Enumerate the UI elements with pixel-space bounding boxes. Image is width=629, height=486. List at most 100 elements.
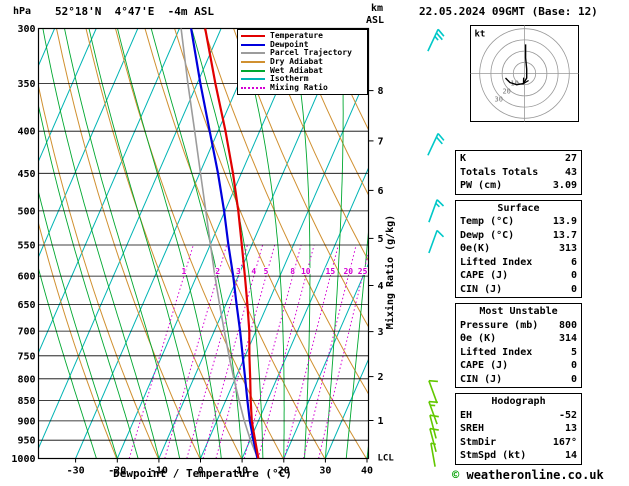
stat-value: 13.7 <box>552 229 577 241</box>
hodograph-ring <box>512 61 537 86</box>
stat-label: K <box>460 153 467 164</box>
stat-label: Totals Totals <box>460 166 539 178</box>
hodograph-ring-label: 30 <box>495 95 503 103</box>
temp-tick-label: -20 <box>108 466 126 477</box>
km-tick-label: 3 <box>378 327 384 338</box>
stat-label: θe (K) <box>460 333 497 344</box>
stat-row: EH -52 <box>460 409 577 423</box>
stats-table: Most Unstable Pressure (mb) 800 θe (K) 314 Li… <box>455 303 582 388</box>
legend-label: Dry Adiabat <box>270 57 323 67</box>
legend-line-sample <box>241 61 265 64</box>
stat-value: 0 <box>570 270 577 281</box>
temp-tick-label: -30 <box>67 466 85 477</box>
temp-tick-label: 10 <box>236 466 248 477</box>
stat-label: Temp (°C) <box>460 216 515 227</box>
km-tick-label: 4 <box>378 281 384 292</box>
isotherm-line <box>283 262 369 459</box>
temp-tick-label: 30 <box>319 466 331 477</box>
stat-value: 314 <box>558 333 577 344</box>
wet-adiabat-line <box>38 104 139 459</box>
stat-row: CAPE (J) 0 <box>460 359 577 373</box>
stats-table-header: Most Unstable <box>479 306 558 317</box>
mixing-ratio-line <box>283 244 339 459</box>
datetime-title: 22.05.2024 09GMT (Base: 12) <box>419 5 598 18</box>
altitude-unit-label-asl: ASL <box>366 15 385 26</box>
stat-label: Lifted Index <box>460 256 533 268</box>
mixing-ratio-line <box>202 244 264 459</box>
wind-barb <box>427 28 445 52</box>
isotherm-line <box>200 71 369 459</box>
plot-border <box>37 27 370 460</box>
legend-item: Mixing Ratio <box>241 82 364 93</box>
hodograph-ring <box>490 39 559 108</box>
legend-item: Isotherm <box>241 75 364 84</box>
stat-row: Temp (°C) 13.9 <box>460 215 577 229</box>
stat-value: 0 <box>570 283 577 295</box>
mixing-ratio-line <box>215 244 276 459</box>
stat-value: 167° <box>552 436 577 448</box>
stat-row: CIN (J) 0 <box>460 373 577 387</box>
dry-adiabat-line <box>262 28 369 262</box>
isotherm-line <box>38 28 180 354</box>
km-tick-label: 1 <box>378 416 384 427</box>
stat-row: θe(K) 313 <box>460 242 577 256</box>
pressure-tick-label: 700 <box>17 327 35 338</box>
hodograph-unit-label: kt <box>475 30 486 40</box>
pressure-tick-label: 450 <box>17 169 35 180</box>
temp-tick-label: 40 <box>361 466 373 477</box>
pressure-tick-label: 350 <box>17 79 35 90</box>
mixing-ratio-label: 1 <box>181 267 186 276</box>
copyright-text: weatheronline.co.uk <box>466 468 604 482</box>
isotherm-line <box>0 29 13 459</box>
stat-value: 313 <box>558 243 577 254</box>
hodograph-arrowhead <box>522 77 529 85</box>
hodograph-ring <box>501 50 548 97</box>
stat-row: PW (cm) 3.09 <box>460 179 577 193</box>
stat-value: 14 <box>564 450 577 461</box>
pressure-tick-label: 950 <box>17 436 35 447</box>
stats-table-header: Surface <box>497 202 540 214</box>
pressure-tick-label: 550 <box>17 240 35 251</box>
km-tick-label: 8 <box>378 86 384 97</box>
stat-label: θe(K) <box>460 243 491 254</box>
wind-barb <box>429 427 439 453</box>
stat-value: -52 <box>558 409 577 421</box>
stat-label: Dewp (°C) <box>460 229 515 241</box>
stat-row: SREH 13 <box>460 422 577 436</box>
wet-adiabat-line <box>388 29 450 459</box>
parcel-trajectory-curve <box>180 28 259 459</box>
stat-label: CAPE (J) <box>460 360 509 371</box>
legend-label: Dewpoint <box>270 39 309 49</box>
x-axis-label: Dewpoint / Temperature (°C) <box>113 467 292 480</box>
mixing-ratio-label: 5 <box>264 267 269 276</box>
mixing-ratio-label: 15 <box>326 267 336 276</box>
mixing-ratio-label: 2 <box>215 267 220 276</box>
legend-label: Mixing Ratio <box>270 82 328 92</box>
pressure-tick-label: 800 <box>17 374 35 385</box>
wind-barb <box>430 442 437 467</box>
mixing-ratio-line <box>302 244 357 459</box>
copyright-symbol: © <box>452 468 460 482</box>
legend-item: Dry Adiabat <box>241 58 364 67</box>
isotherm-line <box>241 166 369 459</box>
pressure-tick-label: 600 <box>17 272 35 283</box>
altitude-unit-label-km: km <box>371 3 384 14</box>
isotherm-line <box>75 28 264 459</box>
mixing-ratio-axis-label: Mixing Ratio (g/kg) <box>384 215 396 329</box>
wind-barb <box>427 132 445 156</box>
stat-label: PW (cm) <box>460 180 503 191</box>
mixing-ratio-label: 3 <box>236 267 241 276</box>
pressure-unit-label: hPa <box>13 6 32 17</box>
wind-barb <box>428 229 445 254</box>
km-tick-label: 6 <box>378 186 384 197</box>
station-title: 52°18'N 4°47'E -4m ASL <box>55 5 214 18</box>
stat-row: Totals Totals 43 <box>460 166 577 180</box>
temp-tick-label: 0 <box>197 466 203 477</box>
stats-table: Hodograph EH -52 SREH 13 StmDir 167° StmSpd (kt… <box>455 393 582 465</box>
legend-label: Temperature <box>270 31 323 41</box>
stat-row: K 27 <box>460 152 577 166</box>
isotherm-line <box>38 28 222 450</box>
legend-line-sample <box>241 86 265 89</box>
dewpoint-curve <box>190 28 259 459</box>
pressure-tick-label: 750 <box>17 351 35 362</box>
